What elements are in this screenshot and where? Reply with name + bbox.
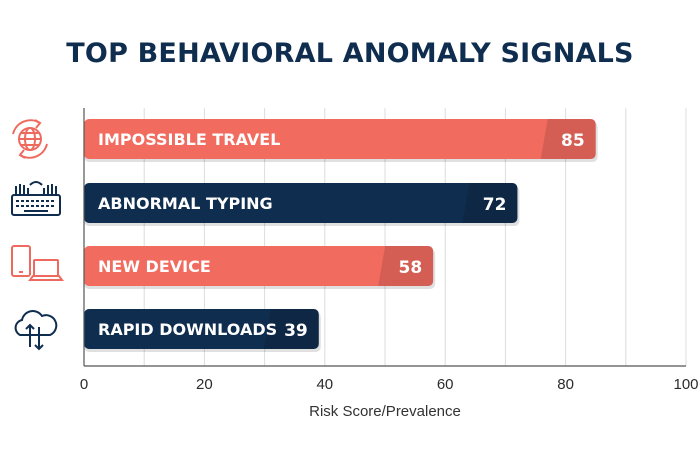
- x-tick-label: 40: [316, 376, 333, 393]
- bar-value: 58: [398, 258, 422, 278]
- bar-group: ABNORMAL TYPING 72: [84, 183, 520, 226]
- keyboard-hands-icon: [11, 181, 61, 216]
- bar-label: NEW DEVICE: [98, 257, 211, 276]
- bar-value-tab: [540, 119, 596, 159]
- bar-label: ABNORMAL TYPING: [98, 194, 273, 213]
- bar-value-tab: [462, 183, 518, 223]
- x-tick-label: 80: [557, 376, 574, 393]
- x-axis-title: Risk Score/Prevalence: [309, 403, 461, 420]
- bar-label: RAPID DOWNLOADS: [98, 320, 277, 339]
- bar: [84, 119, 596, 159]
- devices-icon: [11, 245, 64, 281]
- cloud-transfer-icon: [14, 310, 58, 351]
- bar-value: 85: [561, 131, 585, 151]
- x-tick-label: 100: [673, 376, 698, 393]
- bar: [84, 246, 434, 286]
- chart-title: TOP BEHAVIORAL ANOMALY SIGNALS: [66, 38, 634, 69]
- x-tick-label: 0: [80, 376, 88, 393]
- bar: [84, 309, 319, 349]
- x-tick-labels: 0 20 40 60 80 100: [80, 376, 699, 393]
- bar-value: 72: [483, 195, 507, 215]
- bar-group: NEW DEVICE 58: [84, 246, 436, 289]
- x-axis: [83, 108, 686, 367]
- x-tick-label: 60: [437, 376, 454, 393]
- bar-group: RAPID DOWNLOADS 39: [84, 309, 321, 352]
- bars: IMPOSSIBLE TRAVEL 85 ABNORMAL TYPING 72 NEW …: [84, 119, 598, 352]
- globe-sync-icon: [12, 119, 48, 159]
- x-tick-label: 20: [196, 376, 213, 393]
- bar: [84, 183, 518, 223]
- bar-value-tab: [263, 309, 319, 349]
- bar-value: 39: [284, 321, 308, 341]
- category-icons: [11, 119, 64, 351]
- bar-label: IMPOSSIBLE TRAVEL: [98, 130, 280, 149]
- bar-group: IMPOSSIBLE TRAVEL 85: [84, 119, 598, 162]
- bar-value-tab: [378, 246, 434, 286]
